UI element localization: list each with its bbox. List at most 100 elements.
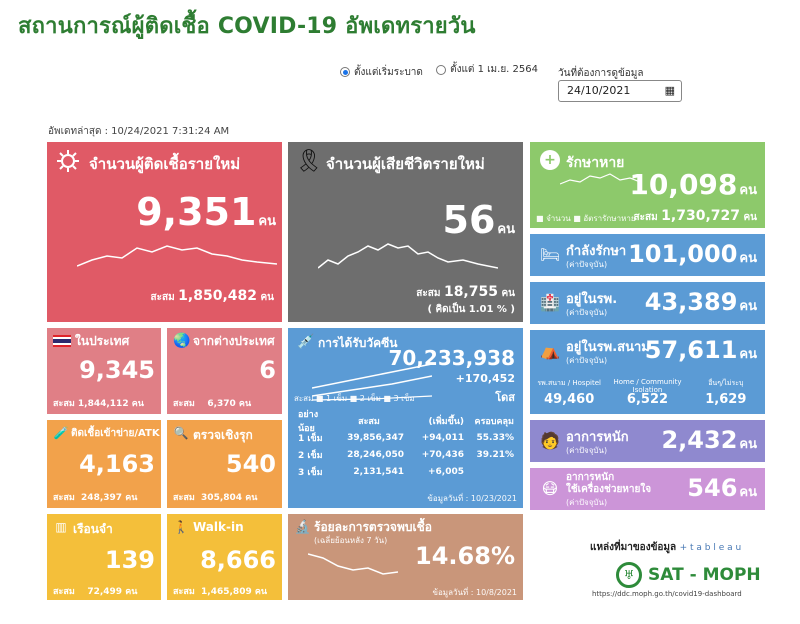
vaccine-table-header: อย่างน้อย สะสม (เพิ่มขึ้น) ครอบคลุม (298, 410, 516, 434)
abroad-card[interactable]: 🌏 จากต่างประเทศ 6 สะสม 6,370 คน (167, 328, 282, 414)
table-row: 1 เข็ม 39,856,347 +94,011 55.33% (298, 429, 516, 446)
last-updated: อัพเดทล่าสุด : 10/24/2021 7:31:24 AM (48, 126, 230, 137)
table-cell: 3 เข็ม (298, 467, 323, 478)
total-label: สะสม (173, 399, 195, 409)
syringe-icon: 💉 (297, 334, 315, 350)
breakdown-value: 6,522 (626, 392, 669, 407)
search-icon: 🔍 (173, 426, 189, 440)
domestic-label: ในประเทศ (75, 334, 130, 348)
calendar-icon[interactable]: ▦ (664, 84, 675, 97)
legend-rate: อัตรารักษาหาย (583, 214, 636, 223)
total-value: 248,397 (81, 493, 123, 503)
date-label: วันที่ต้องการดูข้อมูล (558, 68, 644, 79)
total-unit: คน (238, 399, 252, 409)
table-row: 2 เข็ม 28,246,050 +70,436 39.21% (298, 446, 516, 463)
total-unit: คน (131, 399, 144, 409)
ventilator-label2: ใช้เครื่องช่วยหายใจ (566, 484, 652, 495)
atk-total: สะสม 248,397 คน (53, 490, 137, 504)
sat-moph-text: SAT - MOPH (648, 565, 761, 585)
legend-dose2: 2 เข็ม (359, 394, 381, 403)
walkin-card[interactable]: 🚶 Walk-in 8,666 สะสม 1,465,809 คน (167, 514, 282, 600)
walkin-label: Walk-in (193, 520, 244, 534)
source-text: แหล่งที่มาของข้อมูล (590, 542, 677, 553)
date-input[interactable]: 24/10/2021 ▦ (558, 80, 682, 102)
value-text: 43,389 (644, 288, 738, 316)
breakdown-label: อื่นๆ/ไม่ระบุ (708, 379, 744, 387)
abroad-value: 6 (259, 356, 276, 384)
value-text: 546 (687, 474, 738, 502)
field-hospital-breakdown-labels: รพ.สนาม / Hospitel Home / Community Isol… (530, 378, 765, 394)
table-cell: 55.33% (476, 432, 515, 443)
total-value: 18,755 (443, 284, 498, 300)
table-cell: +6,005 (427, 466, 464, 477)
unit-text: คน (739, 347, 757, 362)
total-value: 1,850,482 (178, 288, 257, 304)
atk-card[interactable]: 🧪 ติดเชื้อเข้าข่าย/ATK 4,163 สะสม 248,39… (47, 420, 161, 508)
ventilator-icon: 😷 (541, 478, 559, 498)
vaccine-card[interactable]: 💉 การได้รับวัคซีน 70,233,938 +170,452 โด… (288, 328, 523, 508)
sat-moph-logo: ♅ SAT - MOPH (616, 562, 761, 588)
virus-icon (55, 148, 81, 174)
new-cases-value: 9,351 คน (136, 190, 276, 234)
breakdown-value: 49,460 (544, 392, 595, 407)
vaccine-total: 70,233,938 (388, 346, 515, 370)
deaths-value: 56 คน (443, 198, 515, 242)
unit-text: คน (258, 214, 276, 229)
unit-text: คน (739, 183, 757, 198)
treating-card[interactable]: 🛏 กำลังรักษา (ค่าปัจจุบัน) 101,000 คน (530, 234, 765, 276)
table-cell: +70,436 (421, 449, 464, 460)
domestic-card[interactable]: ในประเทศ 9,345 สะสม 1,844,112 คน (47, 328, 161, 414)
total-unit: คน (245, 493, 258, 503)
total-value: 72,499 (87, 587, 123, 597)
proactive-card[interactable]: 🔍 ตรวจเชิงรุก 540 สะสม 305,804 คน (167, 420, 282, 508)
breakdown-label: Home / Community Isolation (613, 378, 682, 394)
radio-unselected-icon (436, 64, 447, 75)
field-hospital-sub: (ค่าปัจจุบัน) (566, 356, 608, 365)
ventilator-label1: อาการหนัก (566, 472, 615, 483)
value-text: 10,098 (629, 168, 738, 201)
patient-icon: 🧑 (540, 430, 560, 450)
tent-icon: ⛺ (540, 340, 560, 360)
field-hospital-card[interactable]: ⛺ อยู่ในรพ.สนาม (ค่าปัจจุบัน) 57,611 คน ร… (530, 330, 765, 414)
walkin-value: 8,666 (200, 546, 276, 574)
vaccine-trend-lines (312, 363, 432, 401)
unit-text: คน (497, 222, 515, 237)
total-value: 6,370 (207, 399, 236, 409)
abroad-total: สะสม 6,370 คน (173, 396, 251, 410)
recovered-trend-line (560, 173, 640, 185)
total-label: สะสม (416, 288, 441, 299)
recovered-card[interactable]: + รักษาหาย 10,098 คน ■ จำนวน ■ อัตรารักษา… (530, 142, 765, 228)
legend-count: จำนวน (546, 214, 571, 223)
breakdown-label: รพ.สนาม / Hospitel (537, 379, 601, 387)
total-label: สะสม (150, 292, 175, 303)
value-text: 9,351 (136, 190, 257, 234)
radio-since-outbreak[interactable]: ตั้งแต่เริ่มระบาด (340, 65, 423, 80)
severe-label: อาการหนัก (566, 430, 629, 445)
severe-card[interactable]: 🧑 อาการหนัก (ค่าปัจจุบัน) 2,432 คน (530, 420, 765, 462)
radio-label: ตั้งแต่เริ่มระบาด (354, 66, 423, 78)
value-text: 2,432 (661, 426, 738, 454)
treating-sub: (ค่าปัจจุบัน) (566, 260, 608, 269)
date-range-controls: ตั้งแต่เริ่มระบาด ตั้งแต่ 1 เม.ย. 2564 (340, 62, 548, 80)
new-cases-card[interactable]: จำนวนผู้ติดเชื้อรายใหม่ 9,351 คน สะสม 1,8… (47, 142, 282, 322)
radio-since-april[interactable]: ตั้งแต่ 1 เม.ย. 2564 (436, 62, 538, 77)
header-cell: (เพิ่มขึ้น) (428, 416, 464, 427)
prison-icon: ▥ (55, 520, 67, 534)
total-label: สะสม (53, 493, 75, 503)
deaths-card[interactable]: 🎗 จำนวนผู้เสียชีวิตรายใหม่ 56 คน สะสม 18,… (288, 142, 523, 322)
source-label: แหล่งที่มาของข้อมูล + t a b l e a u (590, 540, 741, 555)
deaths-label: จำนวนผู้เสียชีวิตรายใหม่ (326, 155, 485, 173)
test-kit-icon: 🧪 (53, 426, 69, 440)
source-url[interactable]: https://ddc.moph.go.th/covid19-dashboard (592, 590, 742, 598)
prison-card[interactable]: ▥ เรือนจำ 139 สะสม 72,499 คน (47, 514, 161, 600)
ventilator-card[interactable]: 😷 อาการหนัก ใช้เครื่องช่วยหายใจ (ค่าปัจจ… (530, 468, 765, 510)
hospital-value: 43,389 คน (645, 288, 757, 316)
table-cell: 28,246,050 (347, 449, 404, 460)
total-value: 305,804 (201, 493, 243, 503)
positivity-card[interactable]: 🔬 ร้อยละการตรวจพบเชื้อ (เฉลี่ยย้อนหลัง 7… (288, 514, 523, 600)
hospital-card[interactable]: 🏥 อยู่ในรพ. (ค่าปัจจุบัน) 43,389 คน (530, 282, 765, 324)
ventilator-value: 546 คน (687, 474, 757, 502)
thai-flag-icon (53, 334, 71, 348)
field-hospital-label: อยู่ในรพ.สนาม (566, 340, 650, 355)
microscope-icon: 🔬 (294, 519, 312, 535)
